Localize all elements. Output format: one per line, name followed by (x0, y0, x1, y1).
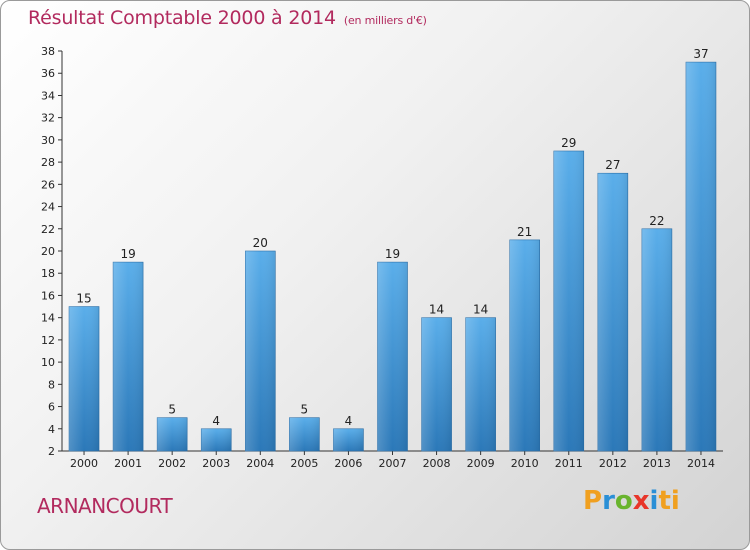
bar-value-label: 5 (168, 403, 176, 417)
bar-shade (245, 251, 276, 451)
logo-letter: x (632, 486, 650, 516)
y-tick-label: 18 (41, 267, 55, 280)
logo-letter: i (670, 486, 680, 516)
y-tick-label: 34 (41, 89, 55, 102)
bar-value-label: 15 (76, 292, 91, 306)
bar-shade (69, 306, 100, 451)
bar-value-label: 5 (301, 403, 309, 417)
bar-value-label: 19 (120, 247, 135, 261)
x-tick-label: 2009 (467, 457, 495, 470)
bar-value-label: 20 (253, 236, 268, 250)
bar-shade (641, 228, 672, 451)
bar-value-label: 4 (345, 414, 353, 428)
y-tick-label: 24 (41, 201, 55, 214)
bar-value-label: 21 (517, 225, 532, 239)
x-tick-label: 2011 (555, 457, 583, 470)
x-tick-label: 2013 (643, 457, 671, 470)
bar-shade (201, 428, 232, 451)
y-tick-label: 4 (48, 423, 55, 436)
bar-shade (553, 151, 584, 451)
bar-value-label: 29 (561, 136, 576, 150)
x-tick-label: 2006 (334, 457, 362, 470)
bar-value-label: 19 (385, 247, 400, 261)
bar-value-label: 14 (429, 303, 444, 317)
logo-letter: i (649, 486, 659, 516)
bar-shade (509, 239, 540, 451)
x-tick-label: 2012 (599, 457, 627, 470)
y-tick-label: 8 (48, 378, 55, 391)
logo-letter: P (583, 486, 603, 516)
chart-subtitle: (en milliers d'€) (343, 14, 427, 27)
x-tick-label: 2000 (70, 457, 98, 470)
x-tick-label: 2003 (202, 457, 230, 470)
logo-letter: r (602, 486, 615, 516)
bar-value-label: 27 (605, 158, 620, 172)
bar-shade (421, 317, 452, 451)
bar-value-label: 37 (693, 47, 708, 61)
bar-value-label: 4 (212, 414, 220, 428)
y-tick-label: 28 (41, 156, 55, 169)
y-tick-label: 6 (48, 401, 55, 414)
bar-value-label: 14 (473, 303, 488, 317)
y-tick-label: 26 (41, 178, 55, 191)
bar-shade (113, 262, 144, 451)
chart-title-text: Résultat Comptable 2000 à 2014 (28, 7, 336, 29)
chart-data-labels: 15 19 5 4 20 5 4 19 14 14 21 29 27 22 37 (76, 47, 708, 428)
chart-bars (68, 61, 717, 452)
y-tick-label: 10 (41, 356, 55, 369)
y-tick-label: 22 (41, 223, 55, 236)
chart-title: Résultat Comptable 2000 à 2014 (en millie… (28, 7, 427, 29)
y-tick-label: 20 (41, 245, 55, 258)
y-tick-label: 30 (41, 134, 55, 147)
bar-shade (597, 173, 628, 451)
x-tick-label: 2005 (290, 457, 318, 470)
y-tick-label: 16 (41, 289, 55, 302)
x-tick-label: 2014 (687, 457, 715, 470)
x-tick-label: 2004 (246, 457, 274, 470)
x-tick-label: 2008 (423, 457, 451, 470)
y-tick-label: 14 (41, 312, 55, 325)
commune-name: ARNANCOURT (37, 494, 173, 518)
bar-shade (465, 317, 496, 451)
x-tick-label: 2001 (114, 457, 142, 470)
bar-shade (289, 417, 320, 451)
bar-shade (333, 428, 364, 451)
y-tick-label: 32 (41, 112, 55, 125)
y-tick-label: 36 (41, 67, 55, 80)
proxiti-logo: Proxiti (583, 486, 680, 516)
bar-shade (685, 62, 716, 451)
y-tick-label: 38 (41, 45, 55, 58)
x-tick-label: 2007 (379, 457, 407, 470)
x-tick-label: 2002 (158, 457, 186, 470)
bar-value-label: 22 (649, 214, 664, 228)
logo-letter: o (614, 486, 633, 516)
bar-shade (157, 417, 188, 451)
logo-letter: t (658, 486, 671, 516)
x-tick-label: 2010 (511, 457, 539, 470)
bar-shade (377, 262, 408, 451)
y-tick-label: 12 (41, 334, 55, 347)
y-tick-label: 2 (48, 445, 55, 458)
